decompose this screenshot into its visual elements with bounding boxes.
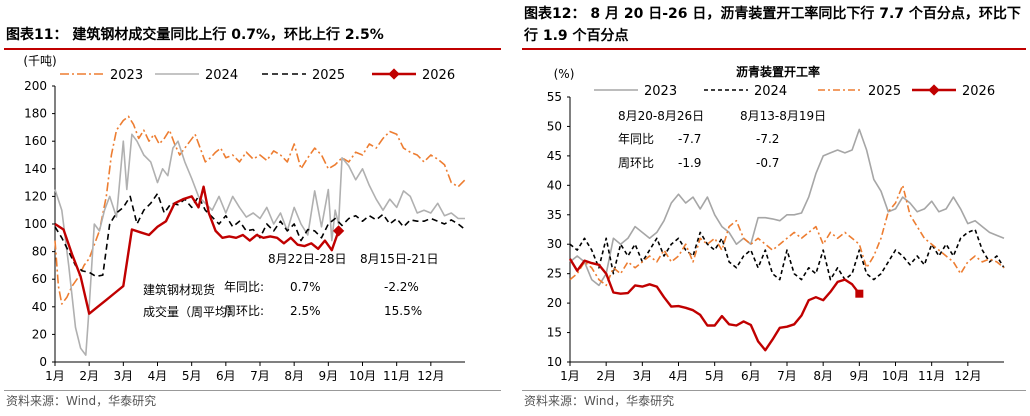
right-legend-label-2025: 2025 (868, 84, 901, 99)
right-x-tick-label: 3月 (633, 369, 653, 383)
right-y-tick-label: 10 (547, 355, 562, 369)
right-y-tick-label: 50 (547, 119, 562, 133)
left-annotation-box-title-line1: 建筑钢材现货 (143, 282, 215, 297)
left-source-note: 资料来源：Wind，华泰研究 (6, 394, 157, 408)
right-annotation-row-value1: -1.9 (678, 156, 701, 170)
left-x-tick-label: 5月 (182, 369, 202, 383)
right-annotation-row-label: 周环比 (618, 156, 654, 170)
left-x-tick-label: 4月 (148, 369, 168, 383)
left-annotation-row-value2: -2.2% (384, 280, 419, 294)
left-annotation-row-label: 年同比: (224, 280, 264, 294)
left-annotation-row-label: 周环比: (224, 304, 264, 318)
right-legend-label-2023: 2023 (644, 84, 677, 99)
right-x-tick-label: 4月 (669, 369, 689, 383)
left-annotation-row-value1: 0.7% (290, 280, 321, 294)
left-chart-svg: 0 20 40 60 80 100 120 140 160 180 200 1月 2月 3月 4月 5月 6月 7… (23, 54, 466, 383)
right-x-tick-label: 9月 (850, 369, 870, 383)
right-x-tick-label: 10月 (882, 369, 909, 383)
left-legend-label-2024: 2024 (205, 68, 238, 83)
right-x-tick-label: 2月 (596, 369, 616, 383)
left-y-tick-label: 20 (32, 327, 47, 341)
right-x-tick-label: 6月 (741, 369, 761, 383)
left-chart-panel: 图表11： 建筑钢材成交量同比上行 0.7%，环比上行 2.5% 0 20 40 60… (0, 0, 505, 416)
right-x-tick-label: 12月 (954, 369, 981, 383)
right-legend-label-2024: 2024 (754, 84, 787, 99)
left-series-2024-line (54, 133, 465, 356)
left-x-tick-label: 6月 (216, 369, 236, 383)
left-legend-label-2023: 2023 (110, 68, 143, 83)
left-x-tick-label: 11月 (383, 369, 410, 383)
right-series-2025-line (569, 184, 1005, 287)
right-title-rule (522, 48, 1026, 50)
right-chart-subtitle: 沥青装置开工率 (736, 64, 820, 79)
right-legend-label-2026: 2026 (962, 84, 995, 99)
left-y-tick-label: 80 (32, 245, 47, 259)
left-y-tick-label: 120 (24, 189, 47, 203)
right-annotation-row-value2: -7.2 (756, 132, 779, 146)
left-annotation-box-title-line2: 成交量（周平均） (143, 304, 239, 319)
left-series-2026-end-marker (332, 225, 345, 237)
left-y-tick-label: 180 (24, 107, 47, 121)
left-legend-label-2026: 2026 (422, 68, 455, 83)
left-x-tick-label: 12月 (417, 369, 444, 383)
right-y-tick-label: 20 (547, 296, 562, 310)
right-x-tick-label: 7月 (777, 369, 797, 383)
left-x-tick-label: 8月 (284, 369, 304, 383)
left-series-2023-line (54, 115, 466, 305)
left-source-rule (4, 390, 501, 391)
right-y-tick-label: 40 (547, 178, 562, 192)
left-legend-marker-2026 (388, 68, 400, 80)
left-y-tick-label: 200 (24, 79, 47, 93)
left-series-2025-line (54, 192, 466, 278)
right-source-note: 资料来源：Wind，华泰研究 (524, 394, 675, 408)
left-x-tick-label: 9月 (319, 369, 339, 383)
left-y-tick-label: 40 (32, 300, 47, 314)
left-x-tick-label: 3月 (114, 369, 134, 383)
right-annotation-col1-header: 8月20-8月26日 (618, 109, 704, 123)
right-series-2026-end-marker (855, 289, 864, 298)
right-chart-panel: 图表12： 8 月 20 日-26 日，沥青装置开工率同比下行 7.7 个百分点… (518, 0, 1030, 416)
left-x-tick-label: 1月 (45, 369, 65, 383)
right-legend-marker-2026 (928, 84, 940, 96)
left-y-tick-label: 100 (24, 217, 47, 231)
left-y-tick-label: 140 (24, 162, 47, 176)
right-annotation-row-value2: -0.7 (756, 156, 779, 170)
left-y-tick-label: 0 (39, 355, 47, 369)
left-x-tick-label: 10月 (349, 369, 376, 383)
left-y-axis-label: (千吨) (23, 54, 56, 68)
left-y-tick-label: 160 (24, 134, 47, 148)
left-annotation-col2-header: 8月15日-21日 (360, 252, 439, 266)
right-x-tick-label: 1月 (560, 369, 580, 383)
right-annotation-col2-header: 8月13-8月19日 (740, 109, 826, 123)
right-x-tick-label: 5月 (705, 369, 725, 383)
right-annotation-row-label: 年同比 (618, 132, 654, 146)
right-y-tick-label: 25 (547, 267, 562, 281)
right-x-tick-label: 8月 (813, 369, 833, 383)
right-series-2023-line (569, 128, 1005, 287)
right-chart-title: 图表12： 8 月 20 日-26 日，沥青装置开工率同比下行 7.7 个百分点… (524, 6, 1021, 44)
right-series-2024-line (569, 228, 1005, 281)
left-y-tick-label: 60 (32, 272, 47, 286)
left-annotation-row-value2: 15.5% (384, 304, 422, 318)
left-annotation-row-value1: 2.5% (290, 304, 321, 318)
right-x-tick-label: 11月 (918, 369, 945, 383)
right-source-rule (522, 390, 1026, 391)
left-series-2026-line (54, 185, 340, 315)
left-x-tick-label: 2月 (79, 369, 99, 383)
right-series-2026-line (568, 258, 861, 352)
left-annotation-col1-header: 8月22日-28日 (268, 252, 347, 266)
right-annotation-row-value1: -7.7 (678, 132, 701, 146)
left-legend-label-2025: 2025 (312, 68, 345, 83)
right-y-tick-label: 55 (547, 90, 562, 104)
left-x-tick-label: 7月 (250, 369, 270, 383)
right-y-tick-label: 45 (547, 149, 562, 163)
right-y-axis-label: (%) (554, 67, 575, 81)
right-y-tick-label: 35 (547, 208, 562, 222)
left-chart-title: 图表11： 建筑钢材成交量同比上行 0.7%，环比上行 2.5% (6, 27, 384, 43)
right-y-tick-label: 15 (547, 326, 562, 340)
left-title-rule (4, 48, 501, 50)
right-y-tick-label: 30 (547, 237, 562, 251)
